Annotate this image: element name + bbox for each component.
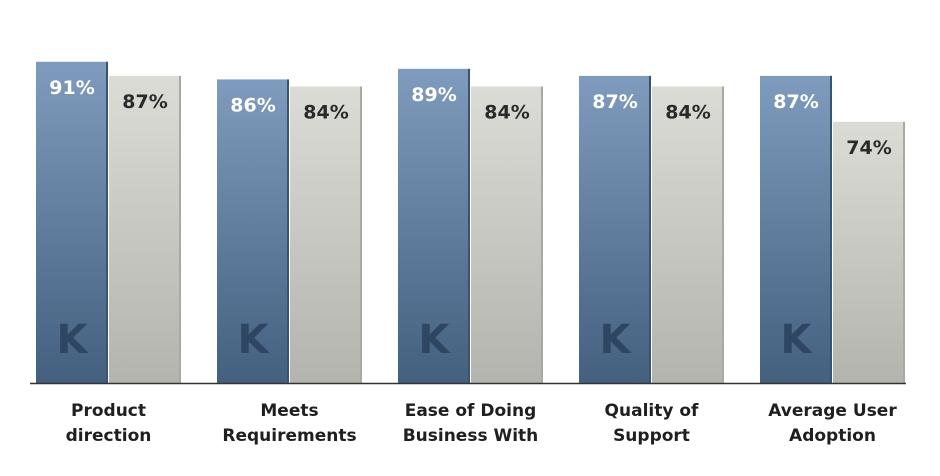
k-logo-watermark: K [600, 317, 633, 363]
bar-series2-5 [833, 121, 905, 383]
category-labels: Product direction Meets Requirements Ease of… [66, 401, 898, 446]
bar-edge [287, 79, 289, 384]
bar-series1-3 [398, 68, 470, 383]
k-logo-watermark: K [781, 317, 814, 363]
value-label: 91% [49, 77, 94, 99]
category-label: Average User Adoption [768, 401, 897, 446]
category-label: Ease of Doing Business With [403, 401, 539, 446]
value-label: 87% [773, 91, 818, 113]
k-logo-watermark: K [419, 317, 452, 363]
value-label: 84% [665, 101, 710, 123]
value-label: 84% [484, 101, 529, 123]
k-logo-watermark: K [57, 317, 90, 363]
bar-edge [903, 121, 905, 383]
bar-series1-4 [579, 75, 651, 383]
category-label: Quality of Support [605, 401, 699, 446]
bar-edge [541, 86, 543, 383]
k-logo-watermark: K [238, 317, 271, 363]
bars-layer [36, 61, 905, 384]
category-label: Product direction [66, 401, 152, 446]
bar-series2-1 [109, 75, 181, 383]
bar-series1-1 [36, 61, 108, 384]
value-label: 74% [846, 137, 891, 159]
bar-edge [722, 86, 724, 383]
value-label: 87% [122, 91, 167, 113]
bar-edge [649, 75, 651, 383]
bar-series1-5 [760, 75, 832, 383]
bar-edge [179, 75, 181, 383]
bar-edge [360, 86, 362, 383]
value-label: 89% [411, 84, 456, 106]
bar-edge [468, 68, 470, 383]
category-label: Meets Requirements [222, 401, 356, 446]
bar-edge [830, 75, 832, 383]
value-label: 87% [592, 91, 637, 113]
bar-series2-2 [290, 86, 362, 383]
value-label: 86% [230, 94, 275, 116]
bar-series2-4 [652, 86, 724, 383]
bar-edge [106, 61, 108, 384]
bar-series1-2 [217, 79, 289, 384]
value-label: 84% [303, 101, 348, 123]
labels-layer: 91% K 87% 86% K 84% 89% K 84% 87% K 84% 87% K 74% [49, 77, 891, 363]
bar-series2-3 [471, 86, 543, 383]
